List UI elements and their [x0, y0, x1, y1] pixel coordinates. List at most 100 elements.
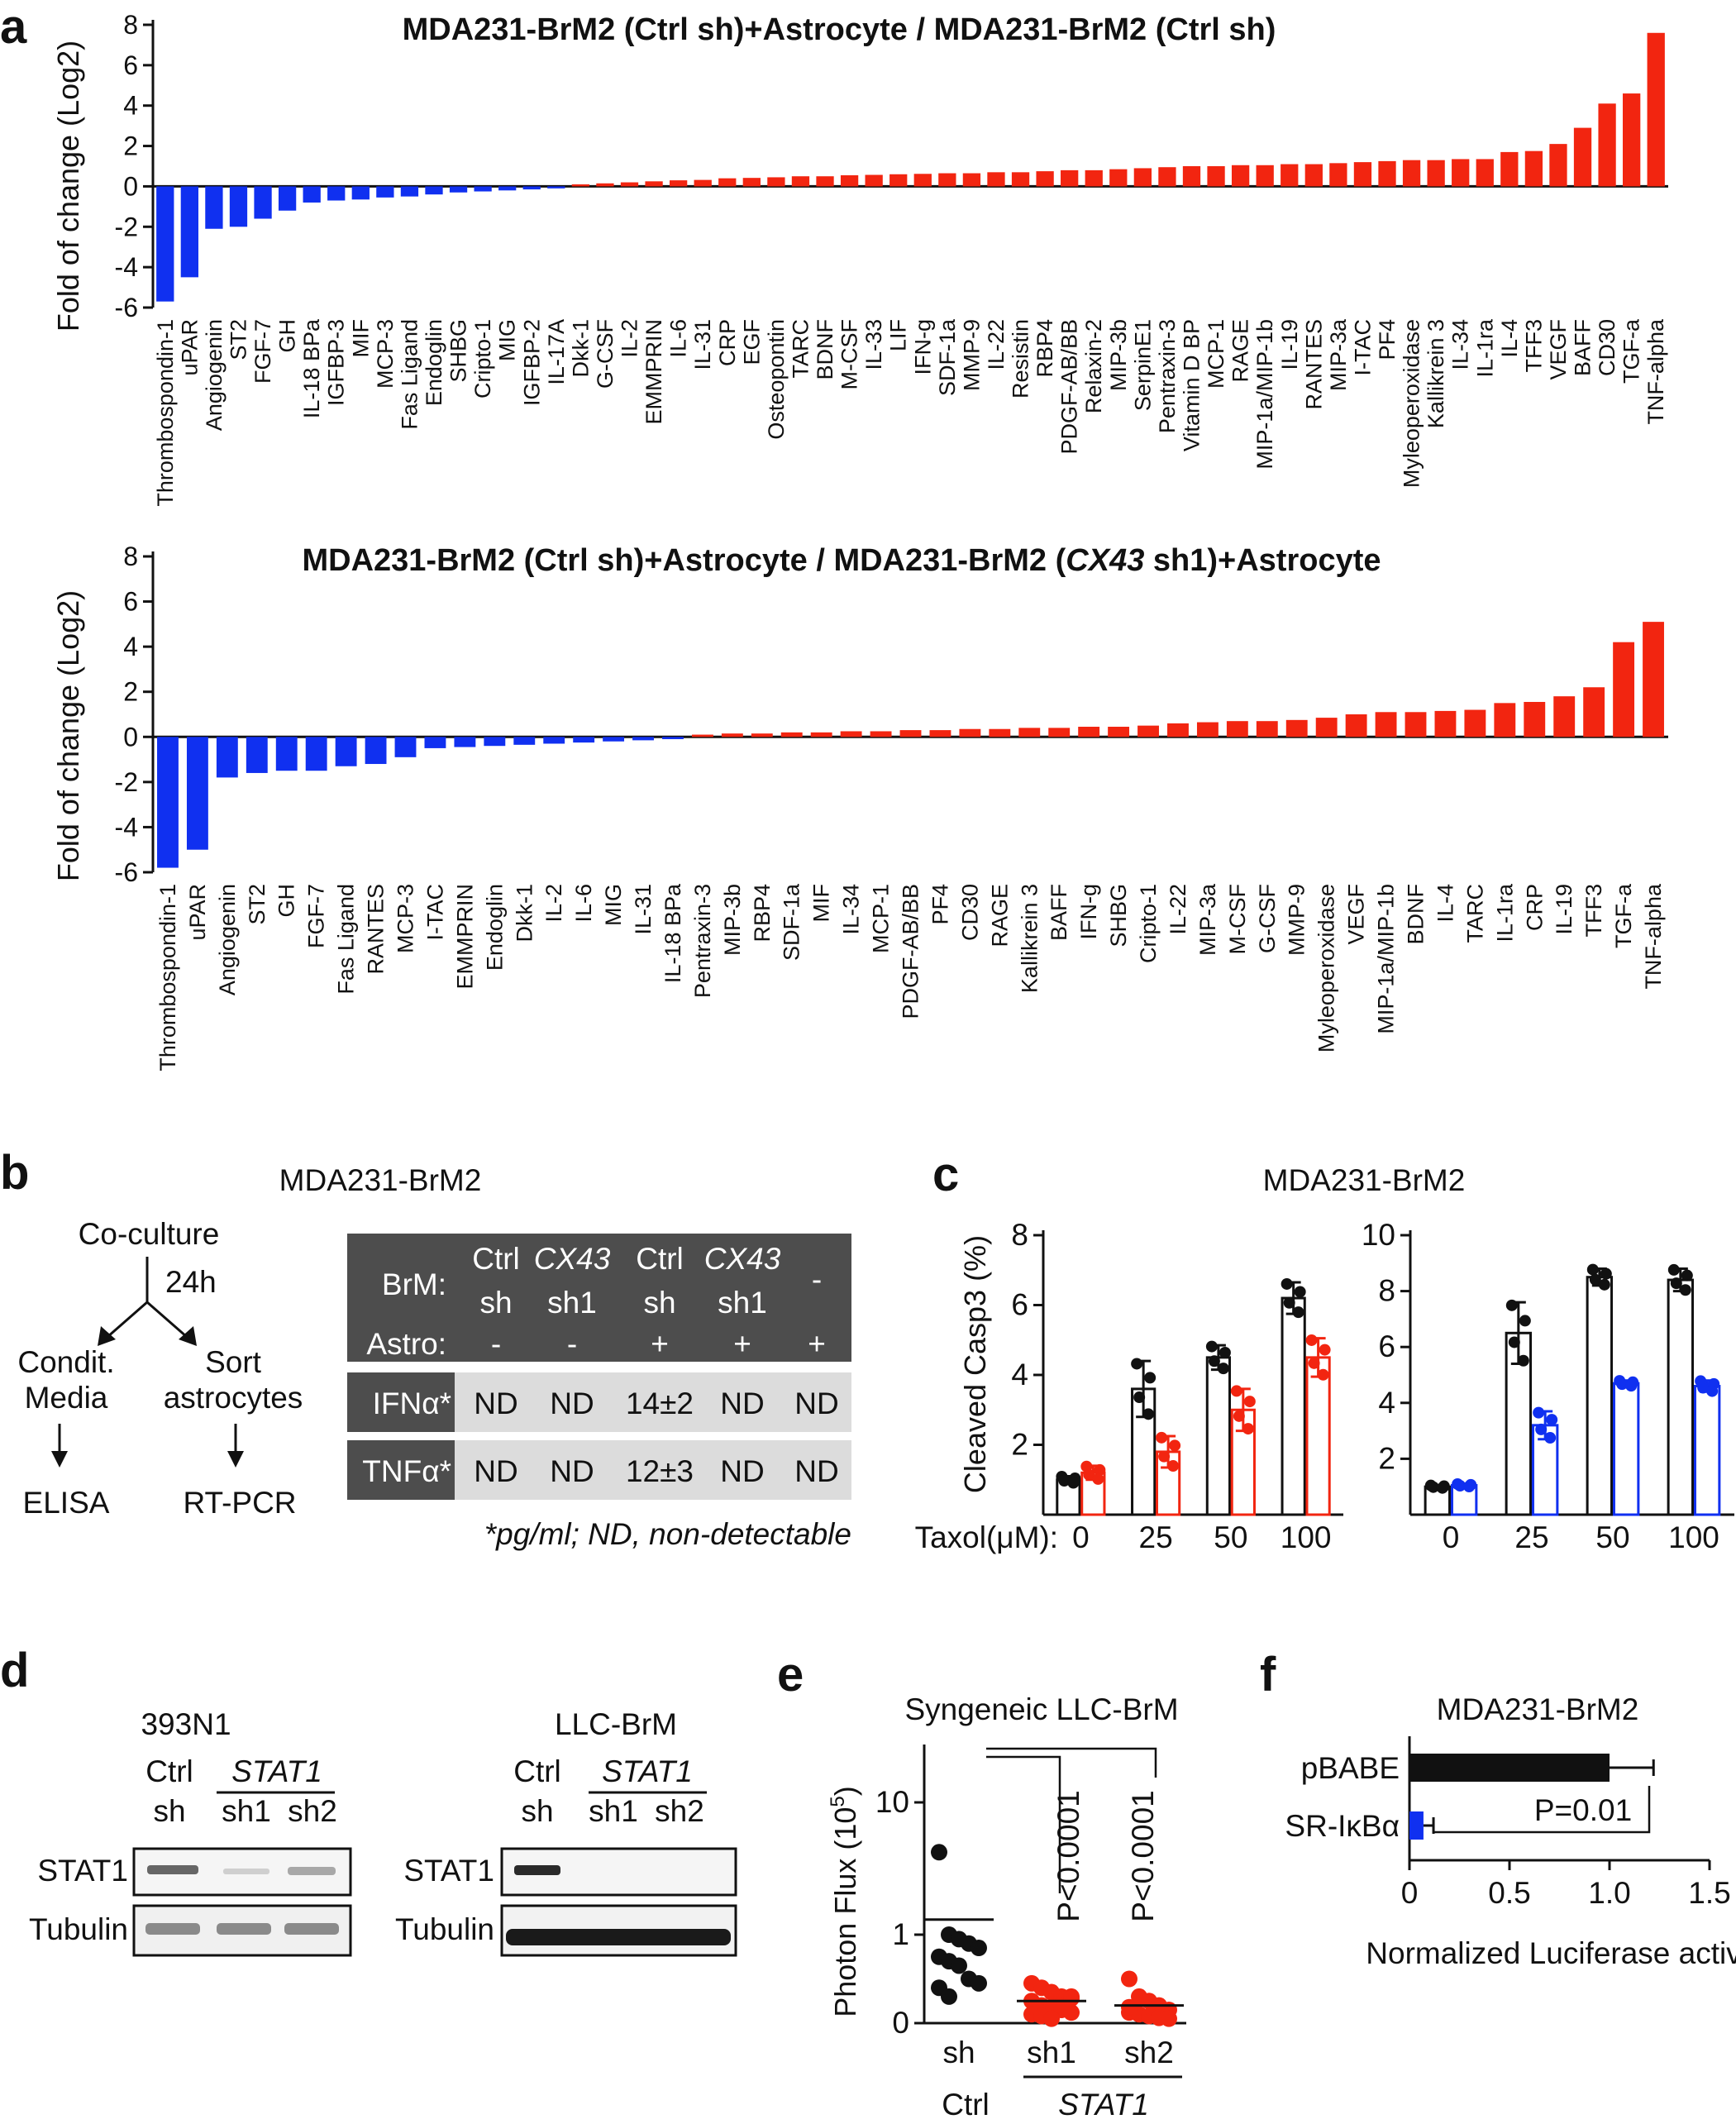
bar	[596, 183, 614, 187]
y-tick-label: 0	[123, 722, 138, 752]
category-label: Osteopontin	[764, 319, 789, 440]
y-tick-label: 6	[123, 50, 138, 80]
y-tick-label: 4	[1378, 1386, 1395, 1420]
table-col1-line1: Ctrl	[472, 1242, 520, 1276]
y-tick-label: 4	[1011, 1358, 1028, 1391]
bar	[365, 737, 387, 765]
bar	[767, 177, 785, 187]
category-label: MIF	[809, 884, 834, 923]
category-label: Resistin	[1009, 319, 1033, 399]
category-label: MCP-3	[373, 319, 398, 389]
x-tick-label: 0.5	[1488, 1876, 1530, 1910]
bar	[1158, 167, 1176, 187]
bar	[1378, 160, 1396, 187]
category-label: RBP4	[1033, 319, 1057, 378]
category-label: IL-6	[666, 319, 691, 358]
bar	[1583, 687, 1605, 737]
p-value-annotation: P<0.0001	[1052, 1790, 1085, 1921]
category-label: SHBG	[1106, 884, 1131, 947]
category-label: TFF3	[1521, 319, 1546, 373]
category-label: CRP	[715, 319, 740, 366]
y-tick-label: -4	[115, 252, 138, 282]
category-label: MCP-1	[1204, 319, 1228, 389]
blot1-band	[284, 1923, 339, 1935]
category-label: G-CSF	[593, 319, 618, 389]
blot1-title: 393N1	[141, 1707, 231, 1741]
category-label: MMP-9	[1285, 884, 1309, 956]
table-row1-cell: 14±2	[626, 1387, 694, 1420]
elisa-table: BrM: Astro: Ctrl sh - CX43 sh1 - Ctrl sh…	[347, 1234, 851, 1551]
bar	[1085, 169, 1103, 187]
bar	[1109, 169, 1128, 187]
data-point	[1463, 1481, 1476, 1493]
category-label: Vitamin D BP	[1179, 319, 1204, 451]
bar	[180, 186, 198, 278]
bar	[394, 737, 417, 757]
y-tick-label: -6	[115, 293, 138, 322]
blot1-band	[223, 1869, 269, 1874]
bar	[938, 173, 956, 187]
category-label: MCP-1	[869, 884, 894, 953]
category-label: IFN-g	[910, 319, 935, 375]
data-point	[1436, 1482, 1448, 1494]
bar	[543, 737, 565, 744]
bar	[1231, 165, 1250, 187]
bar	[1207, 166, 1225, 187]
panel-f-title: MDA231-BrM2	[1437, 1692, 1639, 1726]
bar	[425, 186, 443, 195]
bar	[1305, 1356, 1331, 1516]
western-blot-llc-brm: LLC-BrM Ctrl sh STAT1 sh1 sh2 STAT1 Tubu…	[395, 1707, 737, 1957]
panel-b-label: b	[0, 1146, 29, 1200]
category-label: I-TAC	[422, 884, 447, 941]
category-label: MIF	[348, 319, 373, 358]
bar	[484, 737, 506, 747]
category-label: PF4	[928, 884, 952, 925]
category-label: MIP-1a/MIP-1b	[1252, 319, 1277, 470]
bar	[335, 737, 357, 766]
panel-f-xlabel: Normalized Luciferase activity	[1366, 1936, 1736, 1970]
data-point	[1058, 1475, 1071, 1487]
table-row2-label: TNFα*	[362, 1454, 451, 1488]
data-point	[1533, 1406, 1545, 1419]
data-point	[1589, 1273, 1601, 1286]
x-tick-label: 100	[1281, 1520, 1332, 1554]
data-point	[1281, 1277, 1293, 1290]
blot2-title: LLC-BrM	[555, 1707, 677, 1741]
x-tick-label: sh2	[1124, 2036, 1174, 2069]
bar	[603, 737, 625, 742]
category-label: IL-18 BPa	[661, 883, 685, 983]
p-value-annotation: P<0.0001	[1126, 1790, 1160, 1921]
table-col4-astro: +	[733, 1327, 751, 1361]
bar	[513, 737, 536, 745]
y-tick-label: -2	[115, 767, 138, 797]
table-col3-line1: Ctrl	[636, 1242, 684, 1276]
bar	[246, 737, 268, 773]
bar	[810, 732, 832, 737]
category-label: M-CSF	[837, 319, 862, 389]
bar	[1329, 163, 1347, 187]
table-astro-label: Astro:	[366, 1327, 446, 1361]
y-tick-label: -4	[115, 812, 138, 842]
panel-a-chart-top: MDA231-BrM2 (Ctrl sh)+Astrocyte / MDA231…	[51, 10, 1668, 507]
data-point	[971, 1940, 987, 1957]
data-point	[1670, 1277, 1682, 1290]
y-tick-label: 8	[123, 542, 138, 571]
blot2-lane-sh2: sh2	[655, 1794, 704, 1828]
category-label: MIP-3a	[1195, 883, 1220, 956]
bar	[1196, 722, 1219, 737]
blot1-ctrl: Ctrl	[145, 1754, 193, 1788]
bar	[959, 728, 981, 737]
table-col3-line2: sh	[643, 1286, 675, 1320]
x-tick-label: sh1	[1027, 2036, 1076, 2069]
bar	[157, 737, 179, 868]
comparison-bracket	[986, 1747, 1157, 1778]
table-col4-line2: sh1	[718, 1286, 767, 1320]
blot2-sh: sh	[521, 1794, 553, 1828]
data-point	[1043, 2010, 1060, 2027]
bar	[929, 730, 951, 737]
data-point	[1308, 1357, 1320, 1369]
data-point	[1667, 1263, 1680, 1276]
bar	[1256, 165, 1274, 187]
bar	[186, 737, 208, 850]
